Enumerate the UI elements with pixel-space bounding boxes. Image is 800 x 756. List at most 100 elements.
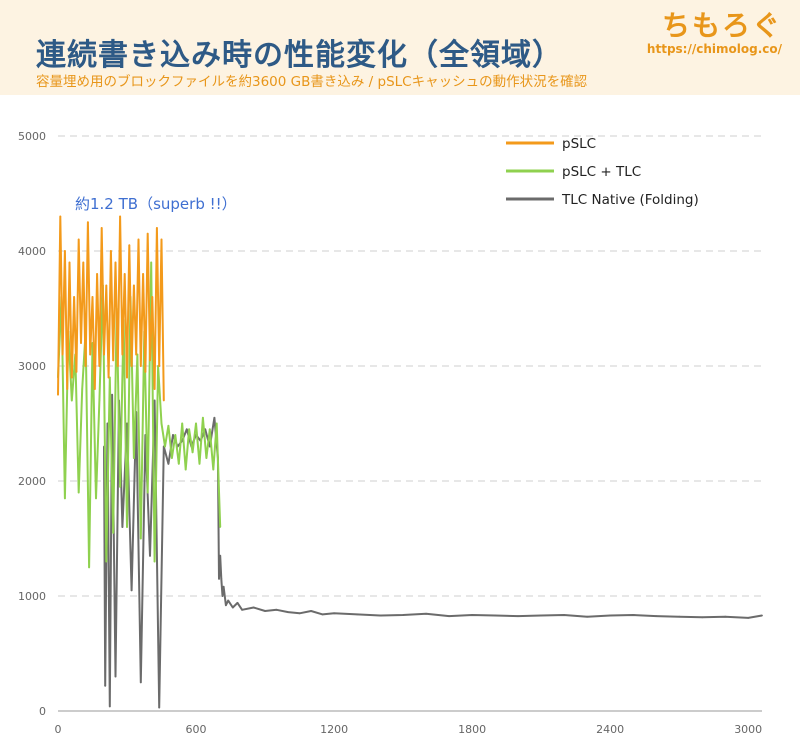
data-point [146,491,149,494]
data-point [219,554,222,557]
data-point [107,376,110,379]
data-point [151,296,154,298]
data-point [64,497,66,500]
data-point [227,599,230,602]
data-point [137,238,140,241]
data-point [222,585,225,588]
data-point [747,617,750,619]
data-point [126,376,128,379]
data-point [632,614,635,616]
data-point [142,273,145,275]
data-point [202,416,204,419]
data-point [379,614,381,617]
data-point [236,602,239,604]
data-point [84,365,87,367]
data-point [171,457,173,459]
site-logo[interactable]: ちもろぐ https://chimolog.co/ [647,4,782,56]
data-point [174,434,177,436]
data-point [121,526,124,528]
x-tick-label: 2400 [596,723,624,736]
data-point [208,428,211,431]
data-point [198,462,201,465]
data-point [188,428,191,431]
data-point [220,577,223,580]
data-point [87,221,89,224]
data-point [105,284,108,287]
data-point [540,614,542,617]
data-point [112,531,115,534]
data-point [81,388,84,390]
data-point [57,393,59,396]
data-point [678,615,681,618]
data-point [160,238,163,241]
legend-item: pSLC [506,136,596,152]
data-point [80,342,82,344]
data-point [724,615,727,618]
data-point [761,614,763,617]
data-point [205,457,208,459]
data-point [701,616,704,619]
data-point [298,612,301,615]
y-tick-label: 0 [39,705,46,718]
data-point [241,608,244,611]
data-point [98,365,101,367]
y-tick-label: 3000 [18,360,46,373]
data-point [321,613,324,616]
data-point [149,359,151,362]
data-point [114,675,117,678]
grid-lines [58,135,762,597]
data-point [133,284,135,287]
data-point [130,589,133,592]
y-tick-label: 2000 [18,475,46,488]
data-point [167,462,170,465]
series-line [103,393,763,709]
data-point [208,445,211,448]
logo-url[interactable]: https://chimolog.co/ [646,42,782,56]
data-point [146,232,149,235]
data-point [195,422,197,425]
data-point [231,606,234,609]
data-point [77,491,80,494]
data-point [215,422,218,425]
data-point [310,610,312,612]
legend-label: TLC Native (Folding) [561,192,699,208]
data-point [123,273,126,275]
data-point [108,705,111,708]
data-point [517,615,519,617]
series-pslc [57,215,165,402]
data-point [181,422,184,425]
data-point [111,393,113,396]
data-point [89,353,92,356]
data-point [494,614,496,617]
data-point [103,353,105,356]
data-point [91,296,94,298]
data-point [252,606,255,609]
data-point [162,399,165,402]
data-point [218,577,220,580]
data-point [59,215,62,218]
x-tick-label: 1200 [320,723,348,736]
data-point [333,612,335,615]
data-point [126,422,128,425]
data-point [66,388,69,390]
data-point [93,388,96,390]
data-point [61,353,64,356]
data-point [96,273,98,275]
axes: 0 1000 2000 3000 4000 5000 0 600 1200 1800 2400 300… [18,130,762,736]
data-point [130,365,133,367]
x-tick-label: 3000 [734,723,762,736]
data-point [655,615,658,617]
chart-title: 連続書き込み時の性能変化（全領域） [36,38,563,73]
data-point [126,526,128,528]
data-point [149,554,151,557]
data-point [275,608,278,611]
data-point [264,610,266,612]
data-point [471,614,473,616]
data-point [185,428,188,431]
data-point [100,227,103,229]
data-point [119,215,121,218]
data-point [225,604,227,607]
data-point [116,365,119,367]
data-point [172,434,174,436]
data-point [402,614,404,616]
